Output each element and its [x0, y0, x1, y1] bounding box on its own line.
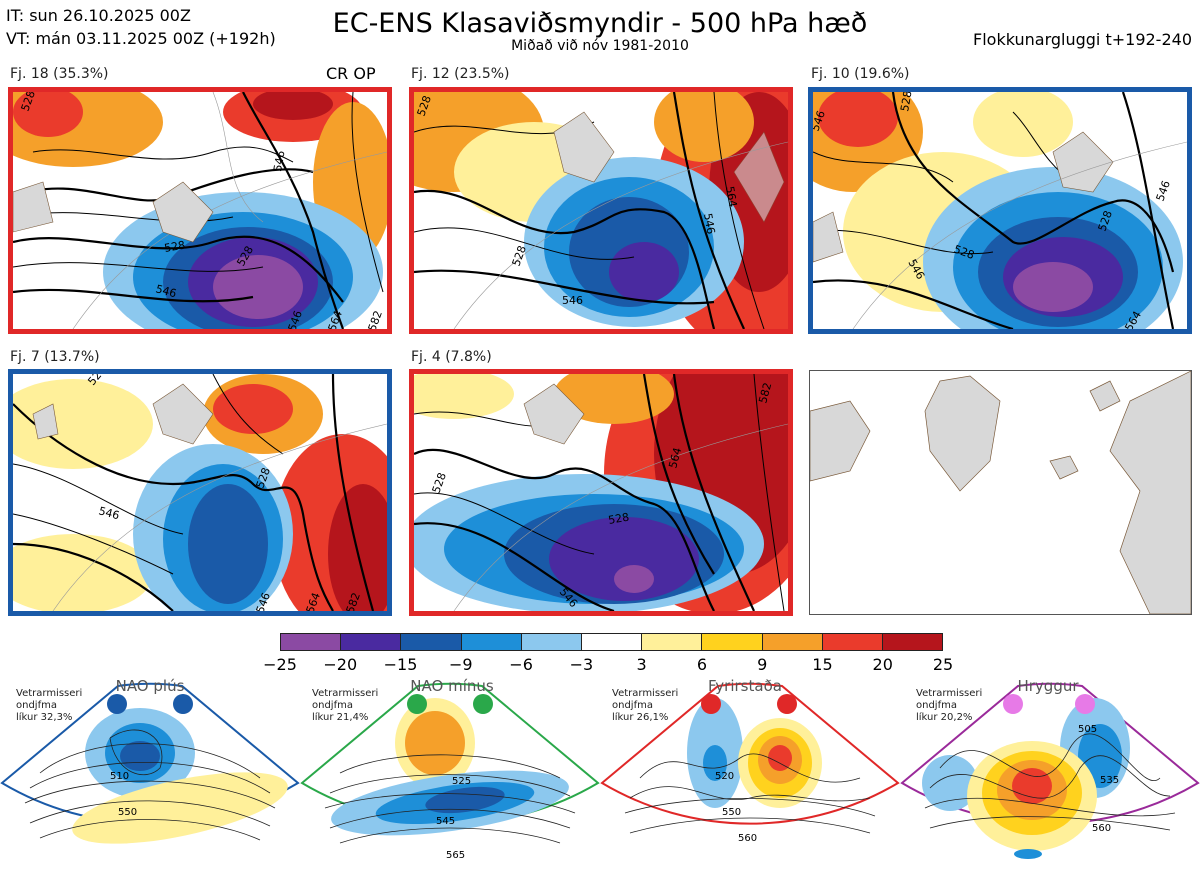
regime-title-blocking: Fyrirstaða: [708, 677, 782, 695]
colorbar-tick-label: −20: [323, 655, 358, 674]
regime-contour-label: 535: [1100, 775, 1119, 786]
colorbar-tick-label: 3: [636, 655, 647, 674]
regime-meta-ridge: Vetrarmisseri ondjfma líkur 20,2%: [916, 688, 983, 723]
base-map-empty: [809, 370, 1192, 615]
cluster-label-2: Fj. 12 (23.5%): [411, 66, 510, 82]
contour-label: 546: [1154, 179, 1173, 203]
contour-label: 528: [510, 244, 529, 268]
regime-meta-nao-plus: Vetrarmisseri ondjfma líkur 32,3%: [16, 688, 83, 723]
contour-label: 564: [326, 309, 345, 329]
regime-contour-label: 565: [446, 850, 465, 861]
colorbar-segment: [702, 634, 763, 650]
contour-label: 582: [756, 381, 774, 405]
colorbar-tick-label: −3: [569, 655, 594, 674]
colorbar-segment: [581, 634, 643, 650]
regime-meta-blocking: Vetrarmisseri ondjfma líkur 26,1%: [612, 688, 679, 723]
colorbar-segment: [281, 634, 342, 650]
regime-contour-label: 550: [722, 807, 741, 818]
regime-map-nao-minus: 525 545 565: [300, 678, 600, 871]
colorbar-segment: [461, 634, 522, 650]
contour-label: 528: [607, 511, 630, 527]
regime-contour-label: 505: [1078, 724, 1097, 735]
regime-contour-label: 560: [1092, 823, 1111, 834]
cluster-label-5: Fj. 4 (7.8%): [411, 349, 492, 365]
regime-title-nao-plus: NAO plús: [115, 677, 185, 695]
colorbar-tick-label: −9: [449, 655, 473, 674]
contour-label: 546: [154, 282, 178, 300]
valid-time: VT: mán 03.11.2025 00Z (+192h): [6, 29, 276, 48]
colorbar-segment: [882, 634, 943, 650]
cluster-map-3: 546 528 528 546 528 564 546: [808, 87, 1192, 334]
contour-label: 582: [366, 309, 385, 329]
contour-label: 564: [304, 591, 323, 611]
regime-meta-nao-minus: Vetrarmisseri ondjfma líkur 21,4%: [312, 688, 379, 723]
colorbar-segment: [521, 634, 582, 650]
cluster-label-3: Fj. 10 (19.6%): [811, 66, 910, 82]
contour-label: 546: [97, 504, 121, 522]
colorbar-segment: [642, 634, 703, 650]
cluster-map-1: 528 546 528 546 528 546 564 582: [8, 87, 392, 334]
contour-label: 546: [271, 150, 287, 173]
classification-window: Flokkunargluggi t+192-240: [973, 30, 1192, 49]
regime-contour-label: 520: [715, 771, 734, 782]
initial-time: IT: sun 26.10.2025 00Z: [6, 6, 191, 25]
regime-contour-label: 560: [738, 833, 757, 844]
colorbar-tick-label: −25: [263, 655, 297, 674]
cluster-map-2: 528 528 546 564 546: [409, 87, 793, 334]
colorbar-tick-label: 9: [757, 655, 768, 674]
regime-map-ridge: 505 535 560: [900, 678, 1200, 871]
regime-contour-label: 545: [436, 816, 455, 827]
regime-map-nao-plus: 510 550: [0, 678, 300, 871]
cluster-map-5: 528 528 546 564 582: [409, 369, 793, 616]
colorbar-segment: [762, 634, 823, 650]
colorbar-segment: [401, 634, 462, 650]
regime-contour-label: 525: [452, 776, 471, 787]
contour-label: 546: [562, 294, 583, 307]
regime-contour-label: 550: [118, 807, 137, 818]
contour-label: 546: [254, 591, 273, 611]
regime-title-nao-minus: NAO mínus: [410, 677, 494, 695]
contour-label: 546: [286, 309, 305, 329]
cluster-label-1: Fj. 18 (35.3%): [10, 66, 109, 82]
colorbar-tick-label: 25: [932, 655, 954, 674]
regime-map-blocking: 520 550 560: [600, 678, 900, 871]
colorbar-tick-label: 6: [696, 655, 707, 674]
contour-label: 564: [723, 185, 739, 208]
contour-label: 582: [344, 591, 363, 611]
contour-label: 528: [430, 471, 449, 495]
colorbar-segment: [822, 634, 883, 650]
colorbar-segment: [341, 634, 402, 650]
header-time-info: IT: sun 26.10.2025 00Z VT: mán 03.11.202…: [6, 4, 276, 50]
contour-label: 528: [163, 239, 186, 255]
colorbar: [280, 633, 943, 651]
cluster-map-4: 528 546 528 546 564 582: [8, 369, 392, 616]
colorbar-tick-label: 20: [872, 655, 893, 674]
regime-title-ridge: Hryggur: [1017, 677, 1079, 695]
page-subtitle: Miðað við nóv 1981-2010: [511, 38, 689, 54]
contour-label: 546: [701, 212, 717, 235]
cluster-label-4: Fj. 7 (13.7%): [10, 349, 100, 365]
contour-label: 564: [666, 446, 684, 470]
colorbar-tick-label: −6: [509, 655, 533, 674]
regime-contour-label: 510: [110, 771, 129, 782]
page-title: EC-ENS Klasaviðsmyndir - 500 hPa hæð: [332, 8, 868, 39]
colorbar-tick-label: −15: [383, 655, 418, 674]
contour-label: 528: [898, 92, 914, 113]
colorbar-tick-label: 15: [812, 655, 833, 674]
cluster-extra-label: CR OP: [326, 64, 376, 83]
